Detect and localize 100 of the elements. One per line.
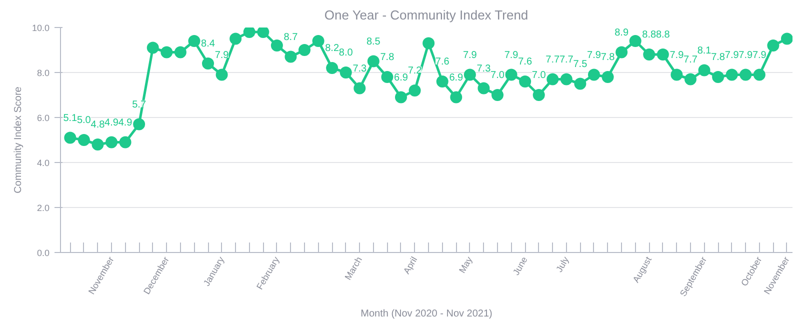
point (367, 55, 380, 68)
point (326, 62, 338, 74)
data-label: 7.9 (587, 50, 602, 61)
point (188, 35, 200, 47)
point (698, 64, 710, 76)
data-label: 7.9 (504, 50, 519, 61)
data-label: 7.9 (462, 50, 478, 61)
point (670, 68, 683, 81)
data-label: 4.8 (90, 120, 106, 130)
data-label: 7.0 (532, 70, 546, 81)
point (588, 68, 600, 81)
point (464, 68, 476, 81)
data-label: 7.2 (408, 66, 422, 76)
point (298, 44, 310, 56)
point (478, 82, 490, 94)
data-label: 7.9 (724, 50, 740, 61)
point (284, 50, 297, 63)
point (740, 68, 752, 81)
data-label: 7.9 (738, 50, 754, 61)
data-label: 6.9 (449, 72, 464, 84)
point (422, 37, 435, 50)
point (767, 40, 780, 52)
y-tick-label: 10.0 (32, 23, 50, 33)
point (381, 71, 394, 83)
data-label: 7.7 (546, 54, 560, 66)
point (780, 32, 792, 45)
y-axis-title: Community Index Score (12, 86, 24, 194)
data-label: 7.8 (711, 52, 726, 63)
point (64, 132, 76, 144)
data-label: 7.9 (752, 50, 767, 61)
data-label: 4.9 (118, 117, 133, 128)
point (92, 138, 104, 150)
data-label: 7.8 (600, 52, 616, 63)
point (602, 71, 614, 83)
data-label: 8.4 (201, 38, 216, 50)
data-label: 7.3 (476, 63, 492, 74)
data-label: 8.9 (614, 27, 629, 38)
point (174, 46, 186, 58)
point (656, 48, 669, 60)
point (450, 91, 462, 104)
data-label: 8.1 (697, 45, 712, 56)
data-label: 6.9 (394, 72, 408, 84)
point (340, 66, 352, 78)
point (257, 28, 270, 38)
data-label: 5.0 (76, 115, 92, 126)
data-label: 7.6 (435, 56, 450, 68)
point (243, 28, 256, 38)
point (684, 73, 696, 86)
point (146, 42, 159, 54)
data-label: 7.6 (518, 56, 532, 68)
point (546, 73, 559, 86)
point (119, 136, 132, 148)
point (202, 58, 214, 70)
data-label: 5.1 (63, 112, 78, 124)
point (408, 84, 421, 96)
point (160, 46, 173, 58)
point (712, 71, 724, 83)
data-label: 8.7 (284, 32, 298, 43)
data-label: 8.8 (642, 30, 657, 40)
data-label: 7.0 (490, 70, 505, 81)
point (519, 76, 532, 88)
point (133, 118, 146, 130)
point (532, 89, 545, 101)
data-label: 8.0 (338, 48, 354, 58)
point (436, 76, 448, 88)
point (78, 134, 90, 146)
point (574, 78, 586, 90)
data-label: 7.7 (684, 54, 698, 66)
y-tick-label: 6.0 (36, 113, 50, 123)
point (505, 68, 518, 81)
point (216, 68, 228, 81)
data-label: 7.5 (573, 58, 588, 70)
y-tick-label: 4.0 (36, 158, 50, 168)
data-label: 4.9 (104, 117, 119, 128)
point (616, 46, 628, 58)
data-label: 7.3 (352, 63, 368, 74)
data-label: 8.2 (325, 43, 340, 54)
point (230, 32, 242, 45)
point (491, 89, 504, 101)
point (394, 91, 407, 104)
data-label: 7.9 (670, 50, 684, 61)
data-label: 7.8 (380, 52, 395, 63)
point (560, 73, 572, 86)
point (643, 48, 656, 60)
point (354, 82, 366, 94)
point (312, 35, 324, 47)
data-label: 7.9 (214, 50, 230, 61)
data-label: 7.7 (559, 54, 574, 66)
y-tick-label: 8.0 (36, 68, 50, 78)
point (629, 35, 642, 47)
data-label: 8.8 (656, 30, 670, 40)
point (270, 40, 283, 52)
point (106, 136, 118, 148)
point (726, 68, 738, 81)
y-tick-label: 2.0 (36, 203, 50, 213)
y-tick-label: 0.0 (36, 248, 50, 258)
data-label: 5.7 (132, 99, 146, 110)
chart-title: One Year - Community Index Trend (324, 8, 528, 22)
x-axis-title: Month (Nov 2020 - Nov 2021) (360, 308, 492, 320)
data-label: 8.5 (366, 36, 381, 48)
